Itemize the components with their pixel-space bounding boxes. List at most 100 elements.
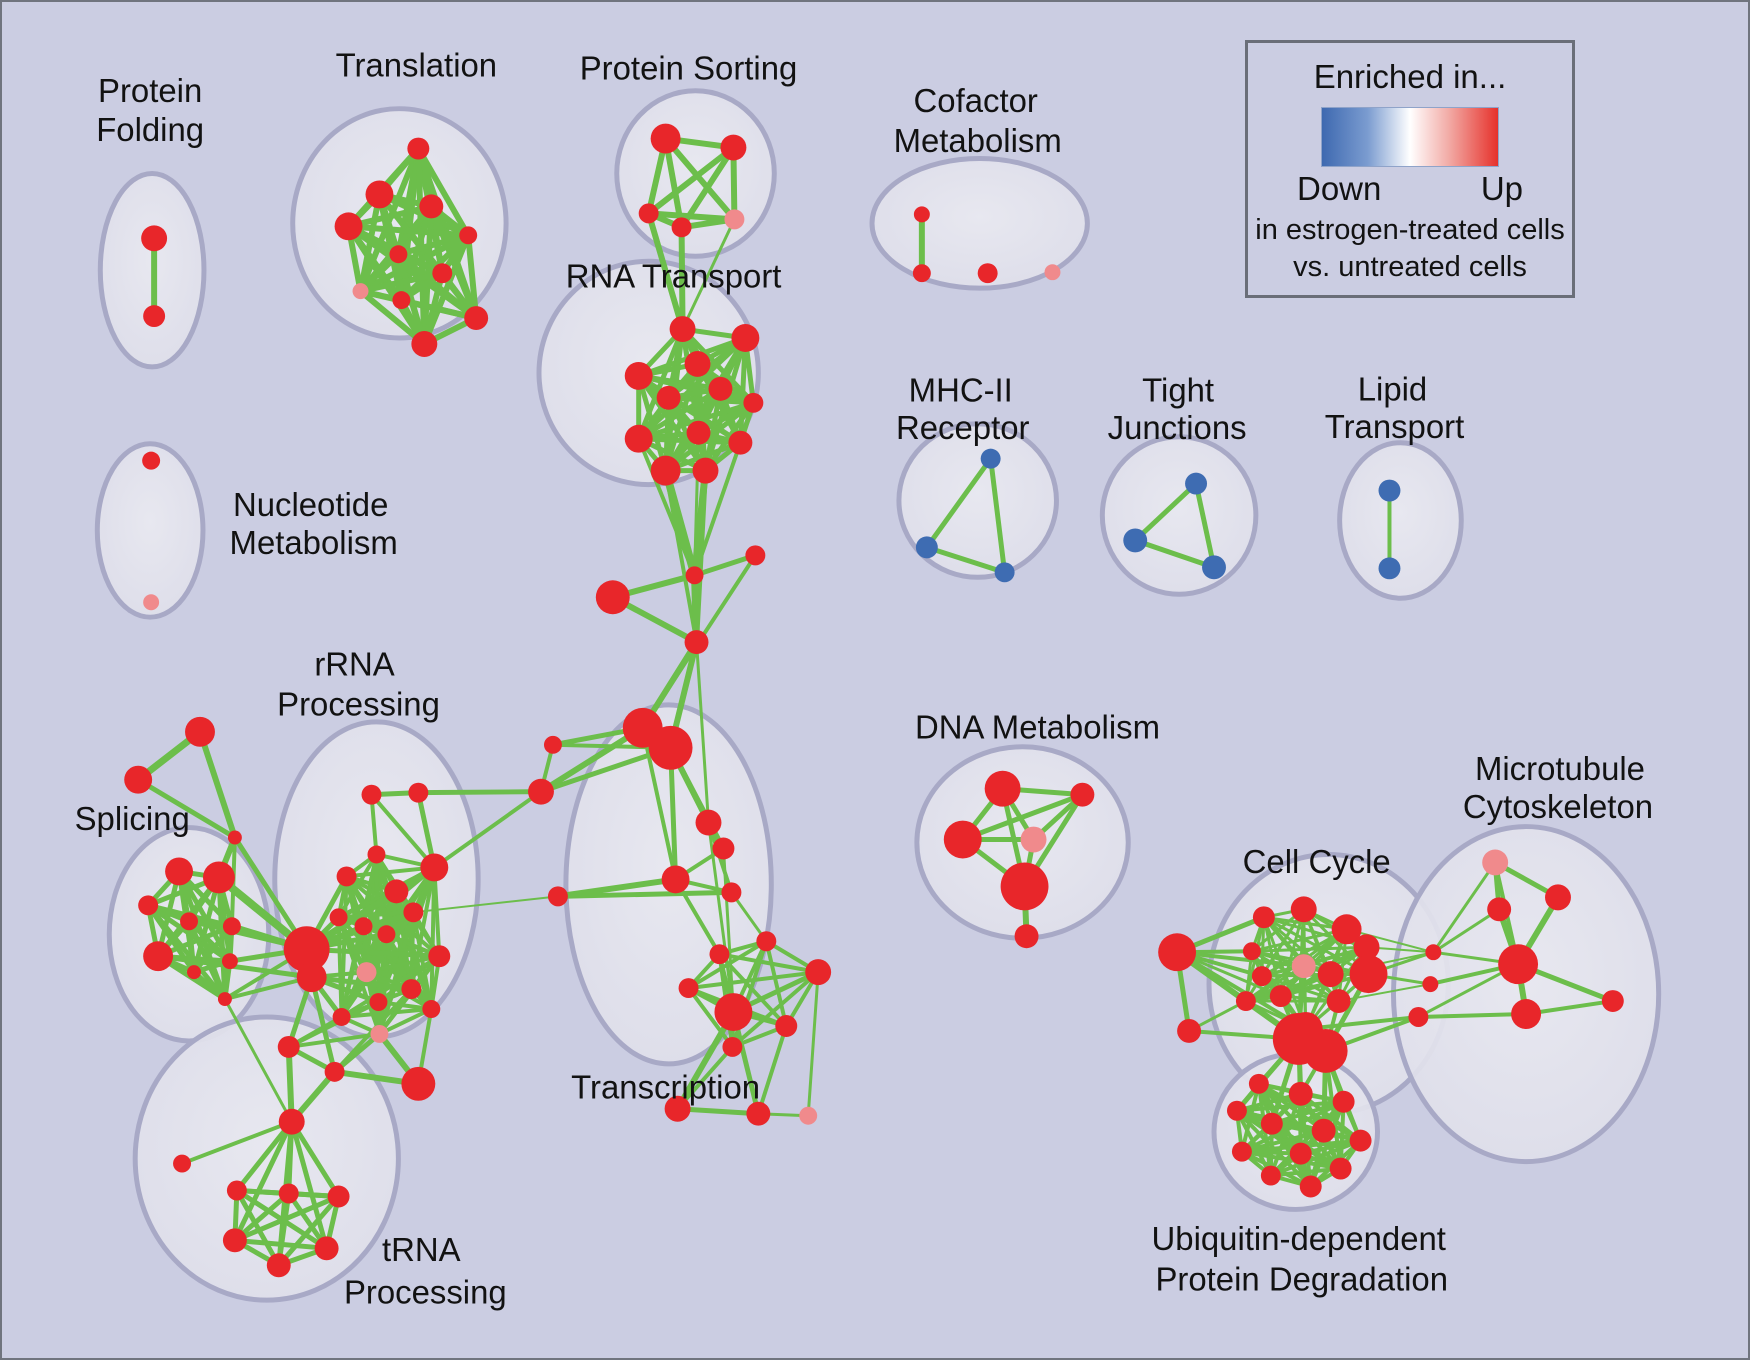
similarity-edge bbox=[1303, 1015, 1421, 1031]
similarity-edge bbox=[1175, 950, 1306, 969]
similarity-edge bbox=[764, 939, 789, 1028]
gene-set-node bbox=[595, 580, 630, 615]
cluster-label-tight-junctions-line2: Junctions bbox=[1108, 409, 1247, 446]
gene-set-node bbox=[277, 1035, 300, 1058]
gene-set-node bbox=[724, 209, 745, 230]
gene-set-node bbox=[327, 1185, 350, 1208]
similarity-edge bbox=[681, 217, 736, 331]
similarity-edge bbox=[692, 552, 758, 578]
gene-set-node bbox=[329, 908, 348, 927]
gene-set-node bbox=[142, 451, 161, 470]
gene-set-node bbox=[278, 1108, 305, 1135]
similarity-edge bbox=[369, 792, 437, 870]
gene-set-node bbox=[695, 809, 722, 836]
similarity-edge bbox=[675, 1106, 761, 1117]
gene-set-node bbox=[756, 931, 777, 952]
gene-set-node bbox=[1177, 1019, 1202, 1043]
gene-set-node bbox=[746, 1101, 771, 1126]
cluster-label-protein-folding-line2: Folding bbox=[96, 111, 204, 148]
gene-set-node bbox=[202, 861, 235, 894]
similarity-edge bbox=[415, 789, 544, 796]
similarity-edge bbox=[197, 728, 238, 841]
similarity-edge bbox=[636, 326, 686, 442]
cluster-label-lipid-transport-line1: Lipid bbox=[1358, 370, 1428, 407]
similarity-edge bbox=[344, 865, 437, 879]
gene-set-node bbox=[1331, 914, 1362, 945]
gene-set-node bbox=[1290, 896, 1317, 923]
gene-set-node bbox=[354, 917, 373, 936]
gene-set-node bbox=[1226, 1100, 1247, 1121]
cluster-label-protein-folding-line1: Protein bbox=[98, 72, 202, 109]
gene-set-node bbox=[226, 1180, 247, 1201]
gene-set-node bbox=[266, 1253, 291, 1278]
similarity-edge bbox=[924, 544, 1008, 575]
cluster-ellipse-tight-junctions bbox=[1099, 434, 1259, 597]
cluster-label-ubiquitin-degradation-line2: Protein Degradation bbox=[1155, 1261, 1448, 1298]
gene-set-node bbox=[714, 993, 753, 1031]
similarity-edge bbox=[357, 288, 428, 347]
gene-set-node bbox=[367, 845, 386, 864]
similarity-edge bbox=[369, 792, 379, 857]
gene-set-node bbox=[1326, 989, 1351, 1014]
gene-set-node bbox=[222, 917, 241, 936]
gene-set-node bbox=[1545, 884, 1571, 911]
gene-set-node bbox=[684, 630, 709, 655]
similarity-edge bbox=[145, 902, 228, 1002]
gene-set-node bbox=[547, 886, 568, 907]
gene-set-node bbox=[227, 830, 242, 845]
gene-set-node bbox=[217, 992, 232, 1007]
gene-set-node bbox=[173, 1154, 192, 1173]
similarity-edge bbox=[234, 1119, 295, 1193]
gene-set-node bbox=[1289, 1142, 1312, 1165]
gene-set-node bbox=[143, 305, 166, 328]
similarity-edge bbox=[645, 210, 738, 223]
gene-set-node bbox=[165, 857, 194, 886]
cluster-label-transcription: Transcription bbox=[571, 1068, 760, 1105]
gene-set-node bbox=[638, 203, 659, 224]
gene-set-node bbox=[1269, 985, 1292, 1008]
similarity-edge bbox=[686, 970, 821, 991]
cluster-ellipse-lipid-transport bbox=[1337, 440, 1464, 601]
similarity-edge bbox=[1431, 907, 1501, 954]
similarity-edge bbox=[234, 1188, 282, 1268]
similarity-edge bbox=[666, 395, 756, 406]
legend-down-label: Down bbox=[1297, 170, 1382, 207]
gene-set-node bbox=[722, 1036, 743, 1057]
enrichment-gradient-bar bbox=[1321, 107, 1499, 167]
gene-set-node bbox=[187, 965, 201, 980]
gene-set-node bbox=[1601, 990, 1624, 1013]
gene-set-node bbox=[401, 1066, 436, 1101]
gene-set-node bbox=[1311, 1118, 1336, 1143]
similarity-edge bbox=[693, 431, 701, 577]
gene-set-node bbox=[185, 716, 215, 747]
gene-set-node bbox=[1158, 933, 1197, 972]
gene-set-node bbox=[650, 455, 681, 486]
gene-set-node bbox=[731, 324, 760, 352]
similarity-edge bbox=[1416, 1012, 1529, 1019]
gene-set-node bbox=[141, 225, 168, 252]
similarity-edge bbox=[1175, 950, 1308, 1031]
gene-set-node bbox=[1378, 557, 1401, 580]
similarity-edge bbox=[717, 952, 821, 975]
gene-set-node bbox=[1251, 966, 1272, 987]
similarity-edge bbox=[988, 456, 1008, 575]
gene-set-node bbox=[977, 263, 998, 284]
similarity-edge bbox=[339, 1007, 434, 1019]
cluster-ellipse-cofactor-metabolism bbox=[869, 156, 1090, 291]
similarity-edge bbox=[730, 970, 821, 1049]
similarity-edge bbox=[706, 821, 735, 1014]
gene-set-node bbox=[1482, 849, 1509, 876]
gene-set-node bbox=[1020, 826, 1047, 853]
similarity-edge bbox=[640, 725, 678, 882]
similarity-edge bbox=[645, 210, 686, 333]
gene-set-node bbox=[1299, 1175, 1322, 1198]
gene-set-node bbox=[365, 180, 394, 209]
similarity-edge bbox=[384, 932, 434, 1012]
similarity-edge bbox=[289, 1119, 330, 1251]
gene-set-node bbox=[1353, 934, 1380, 961]
gene-set-node bbox=[361, 784, 382, 805]
cluster-label-rrna-processing-line1: rRNA bbox=[314, 646, 394, 683]
gene-set-node bbox=[369, 993, 388, 1012]
gene-set-node bbox=[1231, 1141, 1252, 1162]
